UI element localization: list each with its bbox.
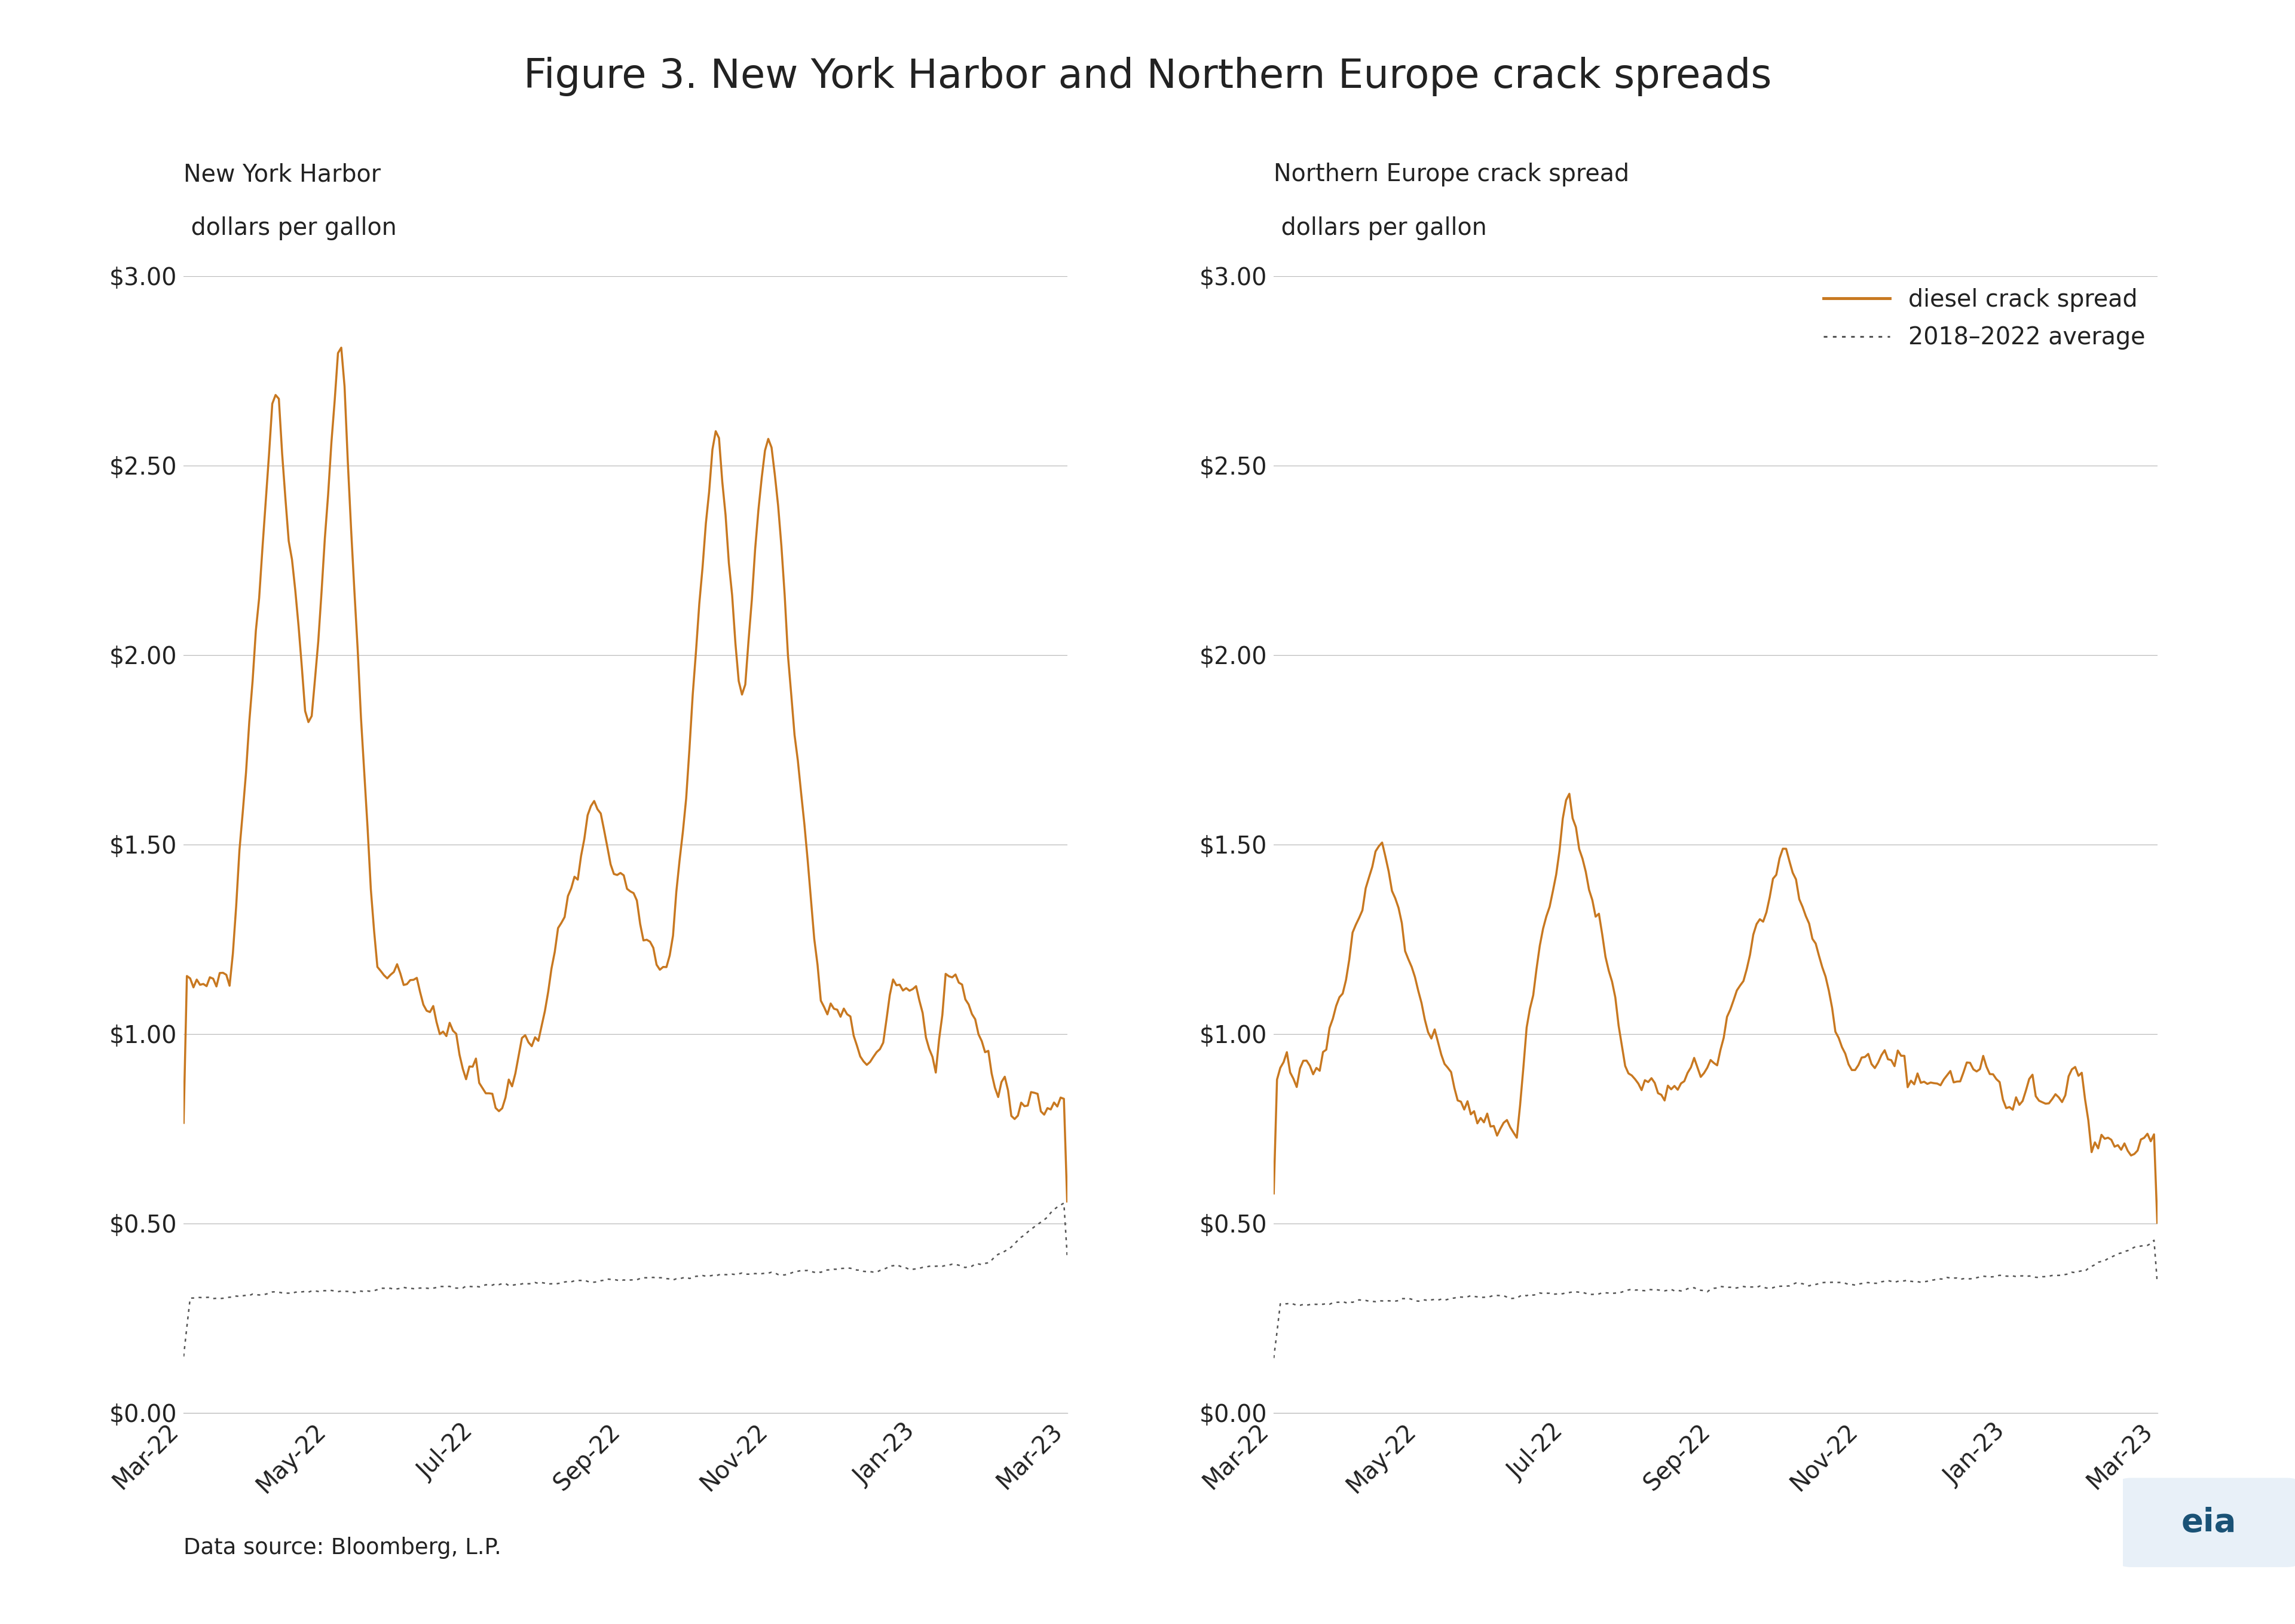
- Text: Data source: Bloomberg, L.P.: Data source: Bloomberg, L.P.: [184, 1536, 500, 1559]
- Text: New York Harbor: New York Harbor: [184, 162, 381, 187]
- Text: eia: eia: [2180, 1507, 2238, 1538]
- Legend: diesel crack spread, 2018–2022 average: diesel crack spread, 2018–2022 average: [1822, 287, 2146, 349]
- Text: Figure 3. New York Harbor and Northern Europe crack spreads: Figure 3. New York Harbor and Northern E…: [523, 57, 1772, 96]
- FancyBboxPatch shape: [2118, 1478, 2295, 1567]
- Text: dollars per gallon: dollars per gallon: [1274, 216, 1487, 240]
- Text: dollars per gallon: dollars per gallon: [184, 216, 397, 240]
- Text: Northern Europe crack spread: Northern Europe crack spread: [1274, 162, 1629, 187]
